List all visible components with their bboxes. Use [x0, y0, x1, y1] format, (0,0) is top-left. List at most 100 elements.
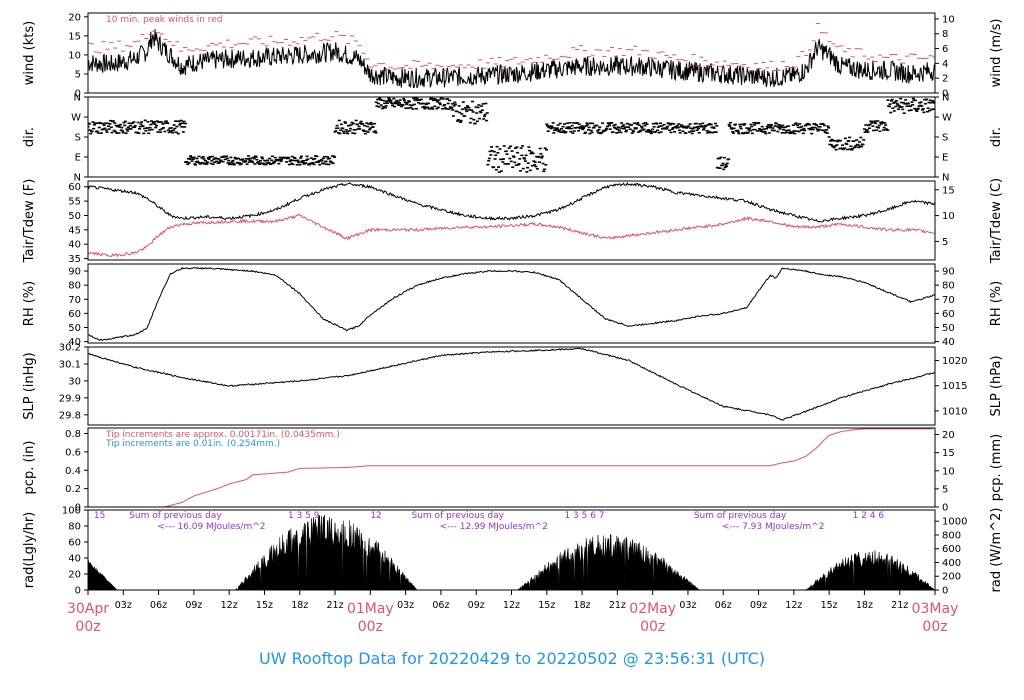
- panel-temp: [88, 181, 935, 258]
- rad-annotation: <--- 12.99 MJoules/m^2: [440, 522, 548, 532]
- pcp-ytick-label: 0: [75, 503, 81, 514]
- rad-ylabel-right: rad (W/m^2): [989, 508, 1004, 593]
- x-tick-label: 09z: [750, 600, 767, 611]
- rad-morning-tail: [88, 558, 118, 590]
- rh-right-tick-label: 60: [942, 309, 955, 320]
- rad-ylabel: rad(Lgly/hr): [22, 512, 37, 588]
- x-tick-label: 06z: [715, 600, 732, 611]
- x-tick-label: 18z: [574, 600, 591, 611]
- x-tick-label: 15z: [538, 600, 555, 611]
- pcp-right-tick-label: 20: [942, 430, 955, 441]
- dir-ytick-label: N: [74, 173, 81, 184]
- footer-title: UW Rooftop Data for 20220429 to 20220502…: [259, 649, 765, 668]
- rad-day-0: [235, 514, 418, 590]
- dir-ytick-label: W: [71, 113, 81, 124]
- temp-y-axis: 35 40 45 50 55 60 5 10 15: [68, 182, 954, 265]
- rh-frame: [87, 263, 936, 344]
- rh-right-tick-label: 40: [942, 337, 955, 348]
- x-tick-label: 15z: [821, 600, 838, 611]
- slp-ytick-label: 30.1: [59, 359, 81, 370]
- temp-right-tick-label: 5: [942, 237, 948, 248]
- rad-ytick-label: 60: [68, 538, 81, 549]
- slp-ytick-label: 29.8: [59, 410, 81, 421]
- dir-right-tick-label: S: [942, 133, 948, 144]
- temp-right-tick-label: 15: [942, 185, 955, 196]
- wind-ytick-label: 10: [68, 50, 81, 61]
- pcp-ytick-label: 0.2: [65, 484, 81, 495]
- x-tick-label: 12z: [503, 600, 520, 611]
- dir-y-axis: N NE ES SW WN N: [71, 93, 952, 184]
- rad-annotation: 12: [370, 511, 381, 521]
- x-tick-label: 09z: [185, 600, 202, 611]
- slp-frame: [87, 346, 936, 426]
- x-tick-label: 21z: [609, 600, 626, 611]
- rad-annotation: 1 2 4 6: [853, 511, 885, 521]
- temp-ytick-label: 40: [68, 240, 81, 251]
- wind-right-tick-label: 4: [942, 59, 948, 70]
- slp-y-axis: 29.8 29.9 30 30.1 30.2 1010 1015 1020: [59, 343, 968, 422]
- temp-ytick-label: 45: [68, 225, 81, 236]
- dir-ytick-label: S: [75, 133, 81, 144]
- x-date-sublabel: 00z: [640, 619, 665, 635]
- rad-day-1: [517, 533, 700, 590]
- wind-ytick-label: 15: [68, 31, 81, 42]
- slp-ytick-label: 30: [68, 376, 81, 387]
- rad-annotation: 1 3 5 9: [288, 511, 320, 521]
- x-tick-label: 18z: [856, 600, 873, 611]
- x-date-label: 30Apr: [67, 601, 109, 617]
- temp-frame: [87, 180, 936, 261]
- rad-annotation: <--- 7.93 MJoules/m^2: [722, 522, 824, 532]
- rad-day-2: [805, 550, 935, 590]
- x-date-label: 03May: [912, 601, 959, 617]
- rad-ytick-label: 100: [62, 506, 81, 517]
- temp-ytick-label: 55: [68, 197, 81, 208]
- x-tick-label: 06z: [150, 600, 167, 611]
- pcp-right-tick-label: 15: [942, 448, 955, 459]
- wind-speed-line: [88, 29, 935, 89]
- rh-ytick-label: 50: [68, 323, 81, 334]
- rad-right-tick-label: 200: [942, 572, 961, 583]
- x-date-label: 02May: [629, 601, 676, 617]
- temp-ytick-label: 60: [68, 182, 81, 193]
- slp-ylabel: SLP (inHg): [22, 352, 37, 420]
- dir-right-tick-label: N: [942, 93, 949, 104]
- rad-annotation: Sum of previous day: [412, 511, 505, 521]
- x-tick-label: 06z: [432, 600, 449, 611]
- x-tick-label: 21z: [327, 600, 344, 611]
- wind-ylabel: wind (kts): [22, 21, 37, 85]
- wind-right-tick-label: 10: [942, 14, 955, 25]
- rh-ylabel-right: RH (%): [989, 281, 1004, 326]
- temp-series-1: [88, 213, 935, 258]
- pcp-frame: [87, 427, 936, 508]
- rh-ytick-label: 80: [68, 281, 81, 292]
- rh-ytick-label: 60: [68, 309, 81, 320]
- x-tick-label: 03z: [397, 600, 414, 611]
- temp-ytick-label: 50: [68, 211, 81, 222]
- x-date-sublabel: 00z: [75, 619, 100, 635]
- wind-ytick-label: 5: [75, 69, 81, 80]
- temp-series-0: [88, 181, 935, 223]
- dir-right-tick-label: W: [942, 113, 952, 124]
- slp-ytick-label: 30.2: [59, 343, 81, 354]
- rad-right-tick-label: 800: [942, 530, 961, 541]
- rh-ytick-label: 70: [68, 295, 81, 306]
- rh-ytick-label: 90: [68, 267, 81, 278]
- wind-right-tick-label: 8: [942, 29, 948, 40]
- rad-annotation: Sum of previous day: [694, 511, 787, 521]
- rh-ylabel: RH (%): [22, 281, 37, 326]
- pcp-ylabel: pcp. (in): [22, 441, 37, 495]
- wind-ytick-label: 0: [75, 89, 81, 100]
- wind-right-tick-label: 2: [942, 74, 948, 85]
- x-tick-label: 18z: [291, 600, 308, 611]
- pcp-right-tick-label: 0: [942, 503, 948, 514]
- wind-ytick-label: 20: [68, 12, 81, 23]
- rad-right-tick-label: 1000: [942, 517, 967, 528]
- rh-ytick-label: 40: [68, 337, 81, 348]
- dir-ytick-label: N: [74, 93, 81, 104]
- pcp-series-0: [88, 428, 933, 507]
- pcp-right-tick-label: 5: [942, 484, 948, 495]
- dir-right-tick-label: N: [942, 173, 949, 184]
- panel-pcp: Tip increments are approx. 0.00171in. (0…: [88, 428, 933, 507]
